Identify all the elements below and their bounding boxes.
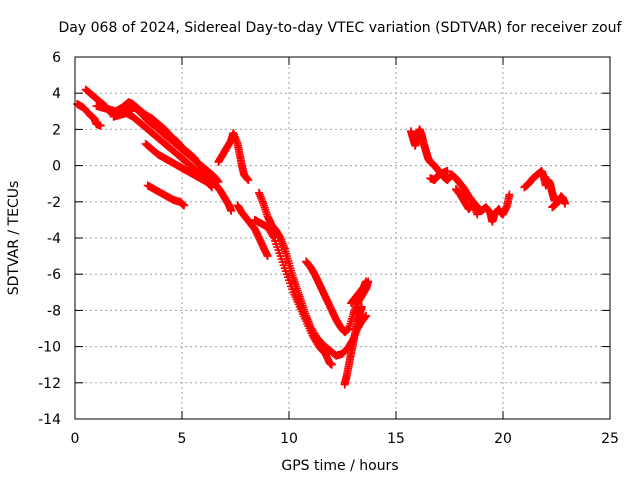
y-tick-label: -10 — [38, 340, 61, 356]
data-point — [561, 199, 570, 208]
data-point — [180, 201, 189, 210]
x-tick-label: 20 — [494, 431, 512, 447]
axes: 0 5 10 15 20 25 -14 -12 -10 -8 -6 -4 -2 0 2 4 6 — [38, 50, 619, 447]
data-point — [554, 195, 563, 204]
x-tick-label: 10 — [280, 431, 298, 447]
data-point — [505, 190, 514, 199]
y-tick-label: -2 — [47, 195, 61, 211]
y-tick-label: 0 — [52, 159, 61, 175]
data-point — [473, 210, 482, 219]
x-tick-label: 25 — [601, 431, 619, 447]
data-point — [227, 206, 236, 215]
y-tick-label: -14 — [38, 412, 61, 428]
data-point — [362, 277, 371, 286]
data-point — [327, 360, 336, 369]
y-tick-label: -12 — [38, 376, 61, 392]
y-axis-label: SDTVAR / TECUs — [6, 181, 22, 296]
x-tick-label: 5 — [178, 431, 187, 447]
grid-lines — [75, 57, 610, 419]
y-tick-label: 4 — [52, 86, 61, 102]
data-point — [362, 311, 371, 320]
data-point — [268, 232, 277, 241]
x-tick-label: 15 — [387, 431, 405, 447]
data-point — [443, 167, 452, 176]
x-axis-label: GPS time / hours — [281, 458, 398, 474]
y-tick-label: -6 — [47, 267, 61, 283]
y-tick-label: 2 — [52, 122, 61, 138]
data-point — [96, 121, 105, 130]
y-tick-label: 6 — [52, 50, 61, 66]
data-points — [73, 85, 570, 389]
data-point — [357, 302, 366, 311]
y-tick-label: -4 — [47, 231, 61, 247]
x-tick-label: 0 — [71, 431, 80, 447]
chart-title: Day 068 of 2024, Sidereal Day-to-day VTE… — [59, 20, 623, 36]
data-point — [244, 176, 253, 185]
data-point — [263, 252, 272, 261]
y-tick-label: -8 — [47, 303, 61, 319]
